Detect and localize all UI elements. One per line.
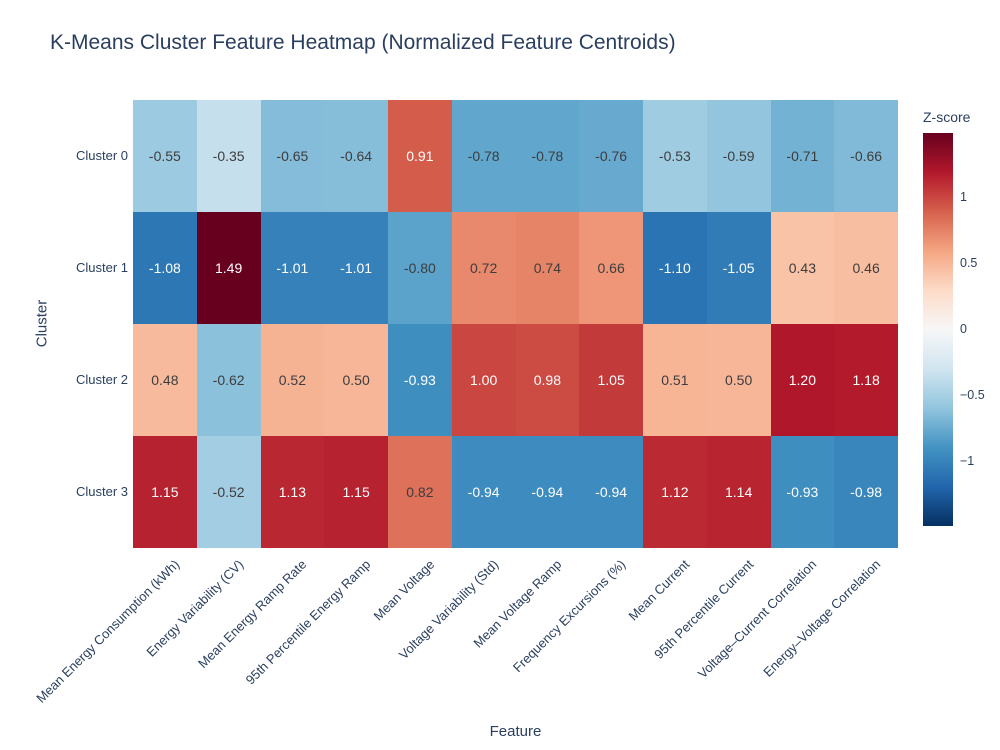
heatmap-cell: -0.65 <box>260 100 325 212</box>
y-axis-title: Cluster <box>33 299 51 348</box>
heatmap-cell: -1.01 <box>324 212 388 324</box>
heatmap-cell: 1.05 <box>579 324 643 436</box>
heatmap-cell: 0.50 <box>324 324 388 436</box>
heatmap-cell: -0.76 <box>579 100 643 212</box>
heatmap-cell: 1.14 <box>706 436 771 548</box>
heatmap-cell: 0.50 <box>706 324 771 436</box>
heatmap-cell: 1.13 <box>260 436 325 548</box>
heatmap-cell: 1.12 <box>643 436 707 548</box>
heatmap-cell: 1.15 <box>324 436 388 548</box>
heatmap-cell: 1.00 <box>451 324 516 436</box>
y-tick-label: Cluster 0 <box>75 148 128 163</box>
heatmap-cell: -1.05 <box>706 212 771 324</box>
heatmap-cell: -1.10 <box>643 212 707 324</box>
heatmap-cell: 0.74 <box>515 212 580 324</box>
heatmap-cell: 0.82 <box>388 436 452 548</box>
heatmap-cell: -0.98 <box>834 436 898 548</box>
heatmap-cell: 0.66 <box>579 212 643 324</box>
heatmap-cell: -0.71 <box>770 100 835 212</box>
heatmap-cell: -1.01 <box>260 212 325 324</box>
heatmap-cell: -0.52 <box>196 436 261 548</box>
heatmap-cell: 0.43 <box>770 212 835 324</box>
heatmap-cell: 1.15 <box>133 436 197 548</box>
heatmap-cell: -0.55 <box>133 100 197 212</box>
y-tick-label: Cluster 2 <box>75 372 128 387</box>
heatmap-cell: -0.66 <box>834 100 898 212</box>
heatmap-cell: -0.78 <box>515 100 580 212</box>
colorbar-tick-label: −0.5 <box>960 387 985 402</box>
x-axis-title: Feature <box>489 723 542 740</box>
heatmap-cell: -0.62 <box>196 324 261 436</box>
heatmap-cell: -1.08 <box>133 212 197 324</box>
heatmap-cell: 0.52 <box>260 324 325 436</box>
heatmap-cell: 1.18 <box>834 324 898 436</box>
heatmap-cell: 1.20 <box>770 324 835 436</box>
heatmap-cell: -0.80 <box>388 212 452 324</box>
chart-title: K-Means Cluster Feature Heatmap (Normali… <box>50 31 676 54</box>
heatmap-plot: -0.55 -0.35 -0.65 -0.64 0.91 -0.78 -0.78 -0.76-… <box>133 100 898 548</box>
colorbar-title: Z-score <box>923 109 971 125</box>
heatmap-cell: -0.94 <box>515 436 580 548</box>
heatmap-cell: -0.78 <box>451 100 516 212</box>
heatmap-cell: -0.35 <box>196 100 261 212</box>
colorbar-tick-label: 0.5 <box>960 256 978 271</box>
heatmap-cell: -0.53 <box>643 100 707 212</box>
y-tick-label: Cluster 3 <box>75 484 128 499</box>
heatmap-cell: -0.94 <box>579 436 643 548</box>
y-tick-label: Cluster 1 <box>75 260 128 275</box>
colorbar-tick-label: 0 <box>960 322 967 336</box>
heatmap-cell: -0.93 <box>770 436 835 548</box>
heatmap-cell: 0.72 <box>451 212 516 324</box>
colorbar-tick-label: 1 <box>960 190 967 205</box>
colorbar-tick-label: −1 <box>960 453 975 468</box>
heatmap-cell: 0.51 <box>643 324 707 436</box>
colorbar-gradient <box>923 133 953 526</box>
heatmap-cell: -0.94 <box>451 436 516 548</box>
heatmap-cell: 0.98 <box>515 324 580 436</box>
heatmap-cell: 0.48 <box>133 324 197 436</box>
heatmap-cell: -0.59 <box>706 100 771 212</box>
heatmap-cell: -0.93 <box>388 324 452 436</box>
heatmap-cell: 0.46 <box>834 212 898 324</box>
heatmap-cell: -0.64 <box>324 100 388 212</box>
heatmap-cell: 0.91 <box>388 100 452 212</box>
heatmap-cell: 1.49 <box>196 212 261 324</box>
